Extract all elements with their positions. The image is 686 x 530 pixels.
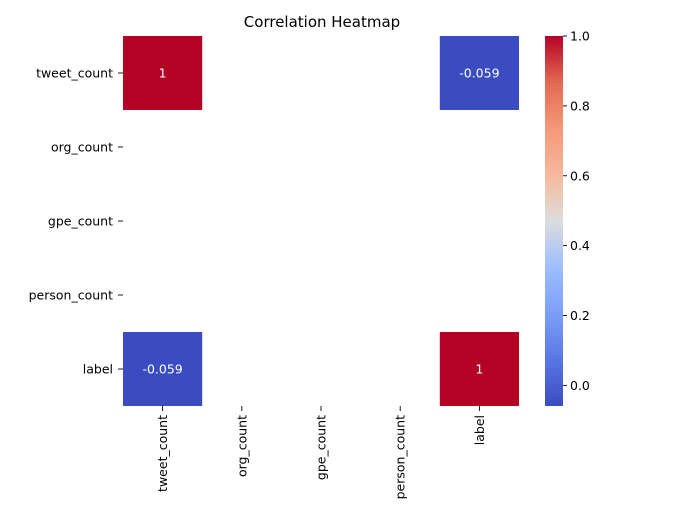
- colorbar-tick-label: 0.6: [570, 168, 590, 183]
- x-tick-label: person_count: [393, 415, 408, 499]
- colorbar: 0.0 0.2 0.4 0.6 0.8 1.0: [545, 29, 590, 406]
- colorbar-gradient: [545, 36, 563, 406]
- colorbar-tick-label: 0.2: [570, 308, 590, 323]
- heatmap-cell: [123, 332, 203, 406]
- heatmap-grid: [123, 36, 519, 406]
- cell-value-label: 1: [475, 362, 483, 377]
- y-tick-label: org_count: [51, 140, 113, 155]
- y-tick-label: person_count: [29, 288, 113, 303]
- colorbar-tick-label: 0.8: [570, 98, 590, 113]
- cell-value-label: 1: [159, 66, 167, 81]
- y-tick-label: gpe_count: [48, 214, 113, 229]
- y-tick-label: tweet_count: [36, 66, 113, 81]
- colorbar-tick-label: 0.4: [570, 238, 590, 253]
- heatmap-cell: [439, 332, 519, 406]
- x-tick-label: gpe_count: [314, 415, 329, 480]
- heatmap-cell: [123, 36, 203, 110]
- x-axis: tweet_count org_count gpe_count person_coun…: [155, 406, 487, 499]
- colorbar-tick-label: 0.0: [570, 378, 590, 393]
- x-tick-label: label: [472, 415, 487, 445]
- y-axis: tweet_count org_count gpe_count person_coun…: [29, 66, 123, 377]
- heatmap-annotations: 1 -0.059 -0.059 1: [142, 66, 499, 377]
- heatmap-cell: [439, 36, 519, 110]
- chart-title: Correlation Heatmap: [244, 13, 400, 31]
- x-tick-label: org_count: [234, 415, 249, 477]
- x-tick-label: tweet_count: [155, 415, 170, 492]
- cell-value-label: -0.059: [142, 362, 182, 377]
- cell-value-label: -0.059: [459, 66, 499, 81]
- y-tick-label: label: [83, 362, 113, 377]
- colorbar-tick-label: 1.0: [570, 29, 590, 44]
